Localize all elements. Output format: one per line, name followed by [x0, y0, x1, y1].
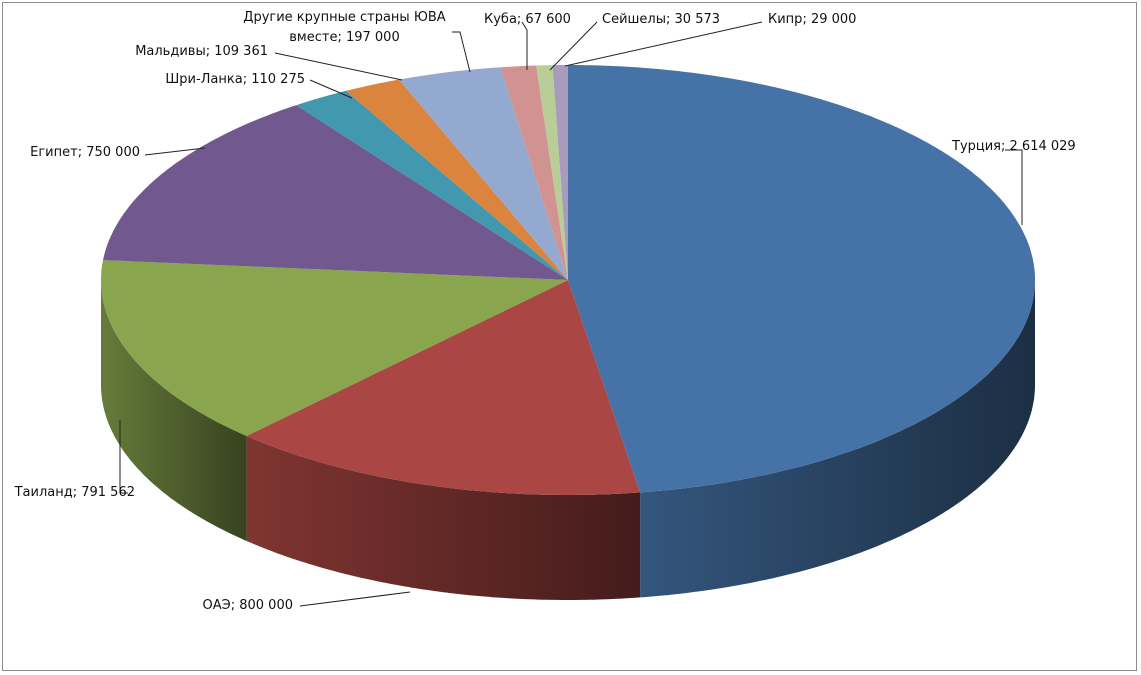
- data-label: Кипр; 29 000: [768, 10, 856, 30]
- category: Турция: [952, 139, 1002, 154]
- slice-side: [101, 280, 247, 541]
- value-label: 67 600: [525, 12, 571, 27]
- data-label: ОАЭ; 800 000: [203, 596, 293, 616]
- leader-line: [299, 591, 411, 607]
- slice: [500, 65, 568, 280]
- category: Сейшелы: [602, 12, 666, 27]
- category: Куба: [484, 12, 517, 27]
- leader-line: [274, 52, 403, 81]
- slice: [568, 65, 1035, 493]
- value-label: 2 614 029: [1009, 139, 1076, 154]
- separator: ;: [802, 12, 811, 27]
- data-label: Мальдивы; 109 361: [135, 42, 268, 62]
- separator: ;: [72, 485, 82, 500]
- data-label: Сейшелы; 30 573: [602, 10, 720, 30]
- slice: [536, 65, 568, 280]
- slice: [101, 260, 568, 436]
- separator: ;: [242, 72, 252, 87]
- value-label: 110 275: [251, 72, 305, 87]
- separator: ;: [337, 30, 346, 45]
- slice: [399, 67, 568, 280]
- category: Другие крупные страны ЮВА вместе: [243, 10, 446, 45]
- value-label: 750 000: [86, 145, 140, 160]
- leader-line: [564, 21, 763, 67]
- separator: ;: [77, 145, 87, 160]
- separator: ;: [205, 44, 215, 59]
- category: Мальдивы: [135, 44, 206, 59]
- separator: ;: [666, 12, 675, 27]
- slice: [346, 79, 568, 280]
- separator: ;: [1001, 139, 1010, 154]
- separator: ;: [516, 12, 526, 27]
- slice: [246, 280, 641, 495]
- value-label: 791 562: [81, 485, 135, 500]
- leader-line: [452, 31, 471, 73]
- separator: ;: [230, 598, 240, 613]
- leader-line: [549, 21, 598, 71]
- value-label: 29 000: [810, 12, 857, 27]
- data-label: Куба; 67 600: [484, 10, 571, 30]
- leader-line: [1005, 149, 1023, 225]
- leader-line: [144, 147, 206, 156]
- leader-line: [521, 21, 528, 70]
- value-label: 109 361: [214, 44, 268, 59]
- category: Кипр: [768, 12, 803, 27]
- slice: [103, 105, 568, 280]
- leader-line: [309, 79, 353, 99]
- data-label: Шри-Ланка; 110 275: [165, 70, 305, 90]
- leader-line: [119, 420, 128, 494]
- data-label: Таиланд; 791 562: [15, 483, 135, 503]
- value-label: 197 000: [345, 30, 400, 45]
- value-label: 30 573: [674, 12, 721, 27]
- category: Таиланд: [14, 485, 73, 500]
- data-label: Турция; 2 614 029: [952, 137, 1076, 157]
- slice-side: [640, 280, 1035, 598]
- slice: [296, 90, 568, 280]
- category: Шри-Ланка: [165, 72, 243, 87]
- slice: [552, 65, 568, 280]
- data-label: Египет; 750 000: [30, 143, 140, 163]
- category: Египет: [30, 145, 78, 160]
- data-label: Другие крупные страны ЮВА вместе; 197 00…: [237, 8, 452, 48]
- category: ОАЭ: [202, 598, 231, 613]
- value-label: 800 000: [239, 598, 293, 613]
- slice-side: [246, 436, 641, 600]
